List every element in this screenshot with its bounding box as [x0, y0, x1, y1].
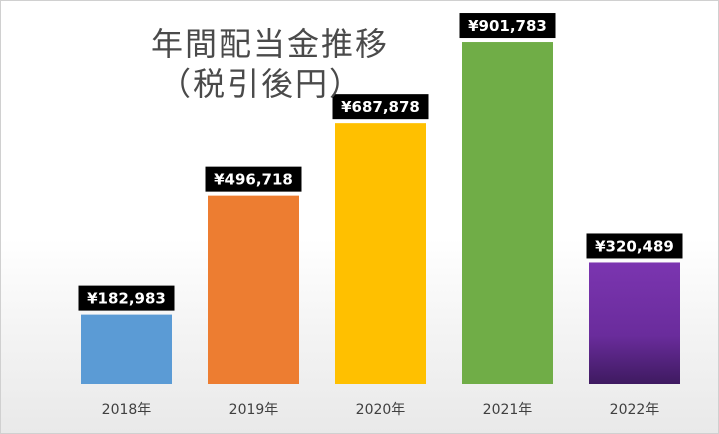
data-label-box [205, 166, 302, 192]
bar-2021年 [462, 42, 553, 384]
data-label-box [459, 13, 556, 39]
data-label: ¥687,878 [341, 98, 420, 116]
bar-2020年 [335, 123, 426, 384]
bar-2019年 [208, 195, 299, 384]
data-label-box [586, 233, 683, 259]
x-tick-label: 2019年 [229, 402, 279, 418]
chart-subtitle: （税引後円） [159, 65, 364, 103]
x-tick-label: 2018年 [102, 402, 152, 418]
bar-2018年 [81, 314, 172, 384]
data-label: ¥901,783 [468, 17, 547, 35]
data-label-box [332, 94, 429, 120]
data-label: ¥496,718 [214, 171, 293, 189]
bar-2022年 [589, 262, 680, 384]
chart-title: 年間配当金推移 [151, 25, 390, 63]
x-tick-label: 2020年 [356, 402, 406, 418]
data-label-box [78, 285, 175, 311]
data-label: ¥182,983 [87, 290, 166, 308]
x-tick-label: 2022年 [610, 402, 660, 418]
x-tick-label: 2021年 [483, 402, 533, 418]
data-label: ¥320,489 [595, 237, 674, 255]
